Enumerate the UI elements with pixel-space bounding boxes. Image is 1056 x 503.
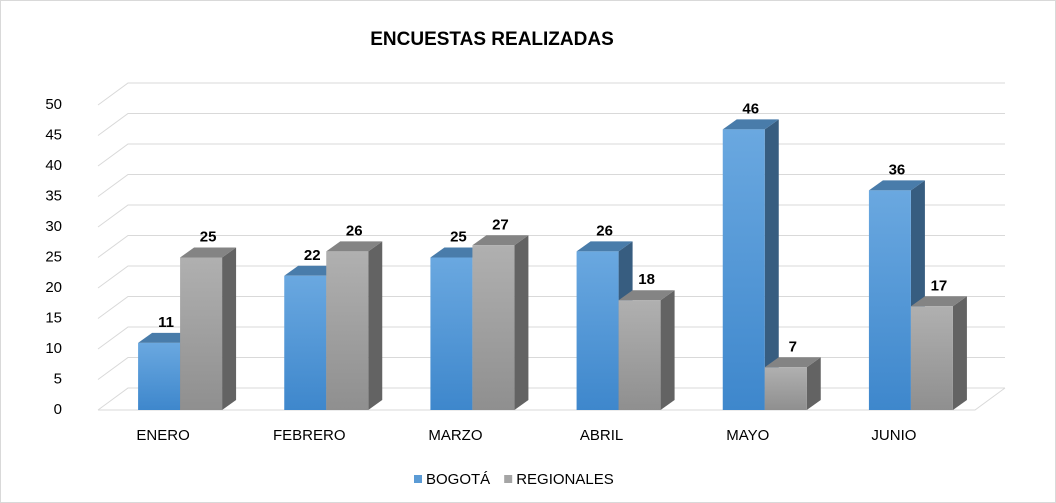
bar-face: [576, 251, 619, 410]
bar-face: [722, 119, 779, 130]
y-tick-label: 25: [45, 248, 62, 265]
data-label: 46: [742, 100, 759, 117]
bar-face: [910, 296, 967, 307]
y-tick-label: 30: [45, 218, 62, 235]
bar-face: [722, 129, 765, 410]
bar-face: [910, 306, 953, 410]
x-tick-label: JUNIO: [871, 427, 916, 444]
x-tick-label: ABRIL: [580, 427, 623, 444]
legend-swatch: [414, 475, 422, 483]
data-label: 7: [789, 338, 797, 355]
bar-face: [952, 296, 967, 410]
y-tick-label: 0: [54, 401, 62, 418]
bar: [764, 357, 821, 410]
grid-line: [97, 143, 1005, 167]
grid-line: [97, 326, 1005, 350]
grid-line: [97, 357, 1005, 380]
bar-face: [806, 357, 821, 410]
grid-line: [97, 296, 1005, 319]
bar: [576, 241, 633, 410]
bar: [472, 235, 529, 410]
grid-line: [97, 82, 1005, 106]
y-tick-label: 20: [45, 279, 62, 296]
y-tick-label: 5: [54, 370, 62, 387]
y-tick-label: 10: [45, 340, 62, 357]
grid-line: [97, 113, 1005, 136]
chart-title: ENCUESTAS REALIZADAS: [370, 29, 614, 50]
grid-line: [97, 174, 1005, 197]
bar-face: [430, 257, 473, 410]
bar: [326, 241, 383, 410]
legend-swatch: [504, 475, 513, 483]
x-tick-label: MAYO: [726, 427, 769, 444]
data-label: 27: [492, 216, 509, 233]
bar-face: [764, 357, 821, 368]
y-tick-label: 35: [45, 187, 62, 204]
bar-face: [368, 241, 383, 410]
y-tick-label: 40: [45, 157, 62, 174]
bar-face: [660, 290, 675, 410]
data-label: 11: [158, 314, 174, 331]
bar-face: [764, 119, 779, 411]
legend-label: BOGOTÁ: [426, 471, 490, 488]
bar: [180, 247, 237, 410]
bar-face: [180, 247, 237, 258]
bar-face: [180, 257, 223, 410]
grid-line: [97, 265, 1005, 289]
bar-face: [514, 235, 529, 410]
data-label: 26: [596, 222, 613, 239]
bar-face: [138, 342, 181, 410]
x-tick-label: ENERO: [136, 427, 189, 444]
bar-face: [222, 247, 237, 410]
bar-face: [764, 367, 807, 410]
data-label: 36: [889, 161, 906, 178]
bar: [618, 290, 675, 410]
data-label: 26: [346, 222, 363, 239]
bar-face: [472, 235, 529, 246]
y-tick-label: 45: [45, 126, 62, 143]
data-label: 25: [200, 228, 217, 245]
legend-label: REGIONALES: [516, 471, 614, 488]
bar-face: [868, 190, 911, 410]
bar-face: [868, 180, 925, 191]
bar-face: [618, 290, 675, 301]
bar: [910, 296, 967, 410]
data-label: 22: [304, 247, 321, 264]
bar-face: [326, 241, 383, 252]
y-tick-label: 50: [45, 96, 62, 113]
x-tick-label: MARZO: [428, 427, 482, 444]
floor: [98, 387, 1006, 411]
grid-line: [97, 235, 1005, 258]
bar-face: [284, 275, 327, 410]
grid-line: [97, 387, 1005, 411]
bar-face: [576, 241, 633, 252]
y-tick-label: 15: [45, 309, 62, 326]
x-tick-label: FEBRERO: [273, 427, 346, 444]
data-label: 25: [450, 228, 467, 245]
bar-face: [326, 251, 369, 410]
grid-line: [97, 204, 1005, 228]
data-label: 18: [638, 271, 655, 288]
bar-face: [472, 245, 515, 410]
bar: [722, 119, 779, 411]
data-label: 17: [931, 277, 948, 294]
bar-face: [618, 300, 661, 410]
